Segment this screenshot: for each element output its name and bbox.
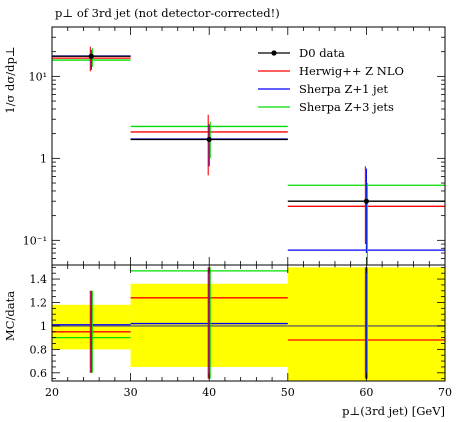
ratio-panel: 0.6 0.8 1 1.2 1.4 20 30 40 50 60 70 (30, 27, 452, 399)
ratio-y-tick-label: 0.6 (30, 367, 48, 380)
legend-label: Sherpa Z+1 jet (299, 82, 388, 96)
x-tick-label: 60 (359, 386, 373, 399)
data-point (88, 53, 94, 59)
legend-label: Herwig++ Z NLO (299, 64, 404, 78)
data-point (206, 136, 212, 143)
x-tick-label: 50 (281, 386, 295, 399)
data-point (363, 198, 369, 204)
main-y-tick-label: 1 (40, 152, 47, 165)
main-panel: 10¹ 1 10⁻¹ (23, 26, 446, 381)
legend-label: D0 data (299, 46, 345, 60)
ratio-y-tick-label: 0.8 (30, 343, 48, 356)
ratio-y-tick-label: 1.2 (30, 296, 48, 309)
legend: D0 data Herwig++ Z NLO Sherpa Z+1 jet Sherp… (258, 46, 404, 114)
x-axis-label: p⊥(3rd jet) [GeV] (342, 404, 445, 418)
ratio-y-axis-label: MC/data (3, 291, 17, 341)
main-y-axis-label: 1/σ dσ/dp⊥ (3, 46, 17, 113)
main-y-tick-label: 10¹ (29, 70, 47, 83)
ratio-plot-frame (51, 264, 446, 382)
main-y-tick-label: 10⁻¹ (23, 234, 47, 247)
x-tick-label: 20 (45, 386, 59, 399)
x-tick-label: 40 (202, 386, 216, 399)
legend-label: Sherpa Z+3 jets (299, 100, 394, 114)
ratio-y-tick-label: 1.4 (30, 273, 48, 286)
x-tick-label: 30 (124, 386, 138, 399)
chart-title: p⊥ of 3rd jet (not detector-corrected!) (55, 6, 280, 20)
ratio-y-tick-label: 1 (40, 320, 47, 333)
main-plot-frame (51, 26, 446, 266)
legend-marker (271, 50, 277, 56)
x-tick-label: 70 (438, 386, 452, 399)
